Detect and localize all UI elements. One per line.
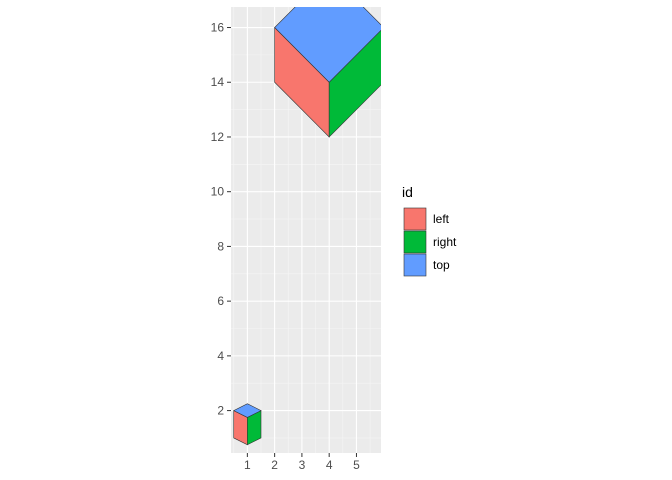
y-tick-label: 6: [217, 294, 224, 308]
y-tick-label: 12: [211, 130, 225, 144]
legend-key-right: [403, 230, 427, 254]
legend: id left right top: [402, 184, 457, 277]
legend-title: id: [402, 184, 413, 200]
legend-key-top: [403, 253, 427, 277]
x-tick-label: 2: [271, 458, 278, 472]
polygon-top: [274, 7, 381, 83]
legend-label-right: right: [433, 235, 457, 249]
x-tick-label: 1: [244, 458, 251, 472]
legend-label-left: left: [433, 212, 450, 226]
y-tick-label: 10: [211, 185, 225, 199]
x-tick-label: 5: [353, 458, 360, 472]
y-tick-label: 4: [217, 349, 224, 363]
legend-key-left: [403, 207, 427, 231]
polygon-right: [328, 29, 381, 138]
legend-entries: left right top: [403, 207, 457, 277]
y-tick-label: 8: [217, 239, 224, 253]
y-tick-label: 16: [211, 21, 225, 35]
legend-label-top: top: [433, 258, 450, 272]
x-tick-label: 3: [299, 458, 306, 472]
y-tick-label: 2: [217, 404, 224, 418]
polygon-layer: [233, 7, 381, 446]
polygon-top: [233, 403, 262, 418]
x-tick-label: 4: [326, 458, 333, 472]
y-tick-label: 14: [211, 75, 225, 89]
